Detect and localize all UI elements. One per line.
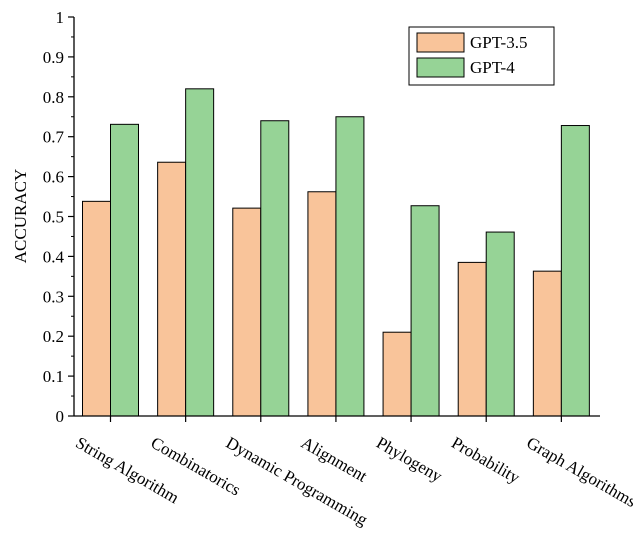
legend-swatch-gpt-3-5 [416,32,465,53]
x-tick-label: Graph Algorithms [523,433,633,511]
legend-label-gpt-3-5: GPT-3.5 [470,33,527,52]
y-tick-label: 0.2 [43,327,64,346]
bars-group [82,88,590,417]
y-tick-label: 0.6 [43,168,64,187]
x-tick-label: Probability [448,433,523,487]
legend-label-gpt-4: GPT-4 [470,58,515,77]
bar-gpt-3-5-phylogeny [382,331,412,417]
y-tick-label: 0.8 [43,88,64,107]
bar-gpt-4-string-algorithm [110,123,139,417]
bar-gpt-4-phylogeny [410,205,440,417]
y-axis-label: ACCURACY [11,169,30,263]
x-tick-label: Dynamic Programming [223,433,372,530]
y-tick-label: 0.7 [43,128,65,147]
y-tick-label: 0.4 [43,247,65,266]
bar-gpt-4-probability [485,231,515,417]
bar-gpt-4-combinatorics [185,88,215,417]
bar-gpt-3-5-alignment [307,191,337,417]
bar-gpt-4-graph-algorithms [560,125,590,417]
bar-gpt-3-5-combinatorics [157,161,187,417]
bar-gpt-3-5-probability [457,261,487,417]
y-tick-label: 0.9 [43,48,64,67]
y-tick-label: 1 [56,8,65,27]
x-tick-label: Phylogeny [373,433,446,486]
y-tick-label: 0.1 [43,367,64,386]
y-tick-label: 0 [56,407,65,426]
y-ticks-group: 0 0.1 0.2 0.3 0.4 0.5 0.6 0.7 0.8 0.9 1 [43,8,74,426]
legend-swatch-gpt-4 [416,57,465,78]
bar-gpt-4-alignment [335,116,365,417]
legend: GPT-3.5 GPT-4 [408,26,555,86]
bar-gpt-3-5-string-algorithm [82,200,111,417]
bar-gpt-3-5-graph-algorithms [532,270,562,417]
bar-gpt-3-5-dynamic-programming [232,207,262,417]
bar-gpt-4-dynamic-programming [260,120,290,417]
y-tick-label: 0.5 [43,208,64,227]
y-tick-label: 0.3 [43,287,64,306]
